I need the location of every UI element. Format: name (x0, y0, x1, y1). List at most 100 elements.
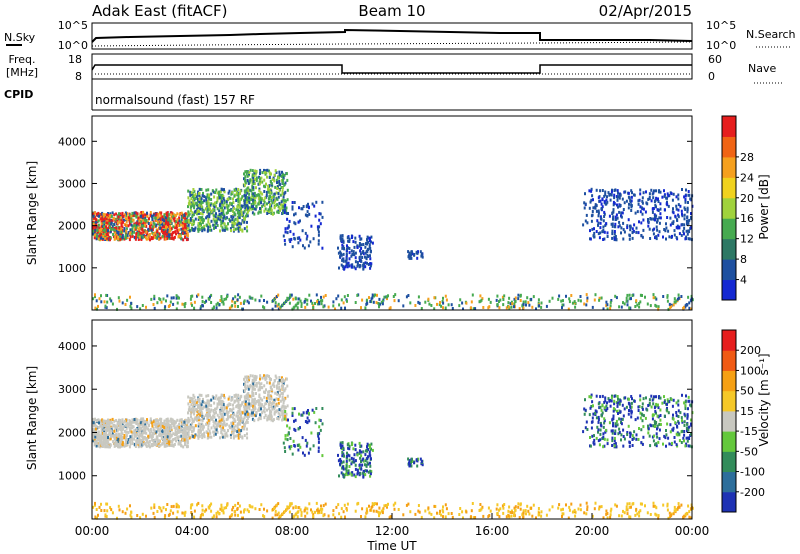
echo-cell (603, 215, 606, 218)
echo-cell (286, 217, 289, 221)
echo-cell (231, 397, 234, 401)
echo-cell (184, 441, 186, 445)
echo-cell (259, 191, 262, 195)
echo-cell (195, 417, 198, 421)
echo-cell (236, 205, 239, 209)
echo-cell (360, 246, 363, 250)
echo-cell (347, 263, 350, 267)
echo-cell (105, 293, 108, 297)
echo-cell (108, 221, 111, 225)
echo-cell (173, 426, 176, 429)
echo-cell (100, 443, 103, 447)
echo-cell (236, 227, 239, 231)
echo-cell (505, 306, 508, 310)
echo-cell (184, 235, 186, 239)
echo-cell (368, 239, 371, 243)
echo-cell (200, 200, 203, 203)
echo-cell (366, 253, 369, 257)
echo-cell (647, 218, 649, 221)
echo-cell (229, 426, 232, 430)
echo-cell (147, 237, 150, 241)
nsky-tick-top: 10^5 (58, 19, 88, 32)
echo-cell (274, 405, 277, 409)
echo-cell (228, 306, 231, 310)
echo-cell (264, 391, 267, 394)
echo-cell (367, 470, 370, 474)
echo-cell (221, 435, 224, 439)
echo-cell (365, 242, 367, 246)
echo-cell (248, 208, 251, 212)
echo-cell (283, 389, 286, 393)
echo-cell (624, 190, 627, 194)
echo-cell (238, 295, 241, 299)
echo-cell (203, 401, 206, 405)
echo-cell (198, 203, 201, 207)
echo-cell (199, 307, 202, 311)
echo-cell (243, 200, 246, 203)
echo-cell (281, 192, 284, 196)
echo-cell (246, 395, 249, 399)
colorbar-segment (722, 136, 736, 158)
echo-cell (182, 238, 185, 242)
echo-cell (300, 305, 303, 308)
echo-cell (524, 300, 527, 304)
echo-cell (214, 421, 217, 425)
echo-cell (235, 393, 238, 397)
echo-cell (265, 169, 268, 173)
echo-cell (130, 301, 133, 305)
echo-cell (337, 246, 339, 250)
echo-cell (166, 435, 169, 439)
echo-cell (341, 454, 344, 458)
echo-cell (230, 421, 233, 425)
echo-cell (249, 374, 252, 378)
echo-cell (148, 440, 151, 443)
echo-cell (190, 397, 193, 400)
echo-cell (103, 300, 106, 304)
echo-cell (176, 228, 179, 232)
echo-cell (145, 230, 148, 234)
echo-cell (279, 414, 282, 418)
echo-cell (253, 207, 256, 211)
echo-cell (156, 218, 159, 222)
echo-cell (141, 304, 144, 307)
echo-cell (149, 445, 151, 449)
echo-cell (283, 173, 286, 177)
echo-cell (370, 470, 373, 474)
echo-cell (603, 237, 606, 241)
echo-cell (381, 302, 384, 306)
echo-cell (223, 215, 226, 219)
echo-cell (299, 426, 301, 430)
echo-cell (282, 209, 285, 213)
echo-cell (281, 384, 284, 387)
echo-cell (658, 221, 661, 225)
echo-cell (362, 252, 365, 256)
echo-cell (589, 237, 592, 241)
echo-cell (284, 434, 287, 438)
echo-cell (219, 193, 222, 197)
echo-cell (248, 206, 251, 210)
echo-cell (304, 213, 307, 217)
echo-cell (201, 436, 204, 440)
echo-cell (654, 296, 657, 300)
echo-cell (182, 231, 184, 235)
echo-cell (220, 212, 223, 216)
echo-cell (470, 300, 473, 304)
echo-cell (156, 220, 159, 224)
echo-cell (135, 232, 138, 236)
echo-cell (190, 403, 193, 407)
echo-cell (121, 441, 124, 445)
echo-cell (264, 207, 267, 211)
echo-cell (367, 240, 370, 244)
echo-cell (599, 189, 602, 193)
echo-cell (123, 227, 126, 231)
echo-cell (161, 421, 164, 425)
echo-cell (154, 214, 157, 218)
echo-cell (189, 399, 192, 403)
echo-cell (171, 440, 174, 444)
echo-cell (97, 237, 100, 241)
echo-cell (180, 236, 183, 240)
echo-cell (247, 412, 249, 416)
echo-cell (159, 423, 162, 427)
echo-cell (115, 229, 118, 233)
echo-cell (154, 438, 157, 442)
